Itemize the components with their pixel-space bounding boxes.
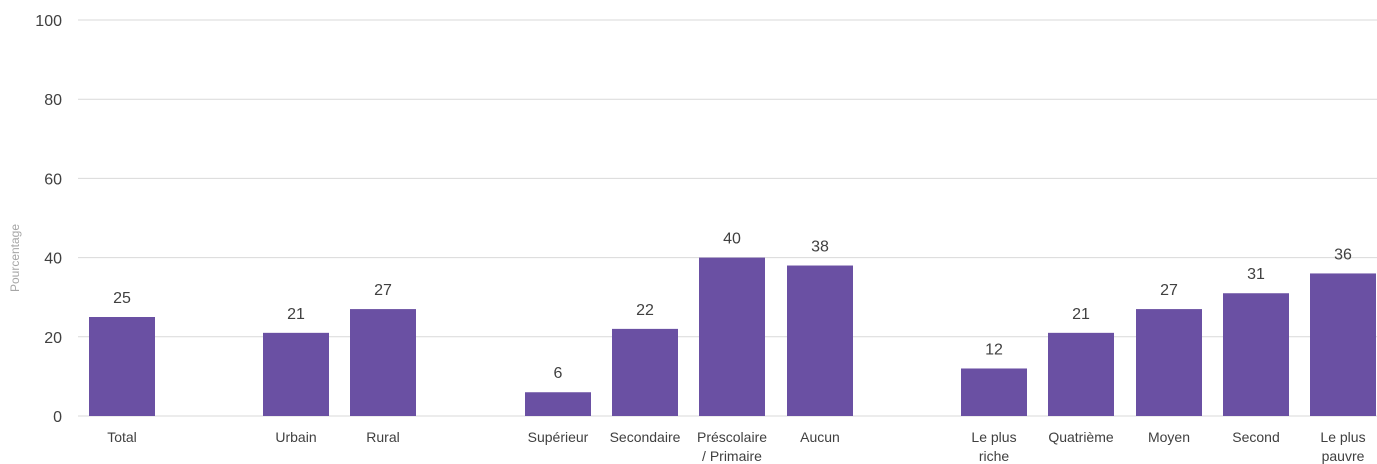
bar: [1310, 273, 1376, 416]
data-label: 40: [723, 231, 741, 248]
bar: [612, 328, 678, 416]
y-tick-label: 80: [44, 92, 62, 109]
y-tick-label: 0: [53, 409, 62, 426]
x-tick-label: Moyen: [1148, 429, 1190, 445]
y-tick-label: 40: [44, 251, 62, 268]
bar: [961, 368, 1027, 416]
x-tick-label: Le plus riche: [971, 429, 1016, 464]
x-axis-labels: Total Urbain Rural Supérieur Secondaire Présc…: [107, 429, 1365, 464]
data-label: 21: [287, 306, 305, 323]
bar: [263, 332, 329, 416]
bar: [350, 309, 416, 416]
x-tick-label: Urbain: [275, 429, 316, 445]
x-tick-label: Supérieur: [528, 429, 589, 445]
bar: [89, 317, 155, 416]
bars: [89, 257, 1376, 416]
y-tick-label: 20: [44, 330, 62, 347]
x-tick-label: Le plus pauvre: [1320, 429, 1365, 464]
x-tick-label: Rural: [366, 429, 399, 445]
data-label: 22: [636, 302, 654, 319]
x-tick-label: Secondaire: [610, 429, 681, 445]
data-label: 12: [985, 341, 1003, 358]
bar: [525, 392, 591, 416]
y-tick-label: 60: [44, 171, 62, 188]
x-tick-label: Aucun: [800, 429, 840, 445]
x-tick-label: Total: [107, 429, 137, 445]
x-tick-label: Second: [1232, 429, 1279, 445]
bar: [1136, 309, 1202, 416]
data-label: 25: [113, 290, 131, 307]
bar: [1223, 293, 1289, 416]
bar: [787, 265, 853, 416]
data-label: 6: [554, 365, 563, 382]
data-labels: 25 21 27 6 22 40 38 12 21 27 31 36: [113, 231, 1352, 383]
data-label: 27: [374, 282, 392, 299]
x-tick-label: Quatrième: [1048, 429, 1114, 445]
y-axis-label: Pourcentage: [8, 224, 22, 292]
data-label: 21: [1072, 306, 1090, 323]
data-label: 38: [811, 239, 829, 256]
bar: [699, 257, 765, 416]
bar: [1048, 332, 1114, 416]
x-tick-label: Préscolaire / Primaire: [697, 429, 767, 464]
data-label: 36: [1334, 246, 1352, 263]
data-label: 27: [1160, 282, 1178, 299]
y-axis-ticks: 0 20 40 60 80 100: [35, 13, 62, 426]
y-tick-label: 100: [35, 13, 62, 30]
data-label: 31: [1247, 266, 1265, 283]
